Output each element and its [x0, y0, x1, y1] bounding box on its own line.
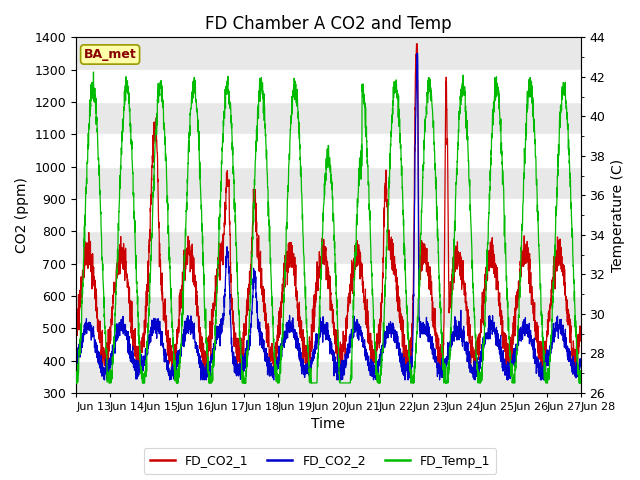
- Title: FD Chamber A CO2 and Temp: FD Chamber A CO2 and Temp: [205, 15, 452, 33]
- Y-axis label: CO2 (ppm): CO2 (ppm): [15, 177, 29, 253]
- Bar: [76, 296, 580, 328]
- Bar: [76, 167, 580, 199]
- Bar: [76, 231, 580, 264]
- Text: BA_met: BA_met: [84, 48, 136, 61]
- X-axis label: Time: Time: [311, 418, 346, 432]
- Bar: [76, 360, 580, 393]
- Y-axis label: Temperature (C): Temperature (C): [611, 158, 625, 272]
- Bar: [76, 37, 580, 70]
- Legend: FD_CO2_1, FD_CO2_2, FD_Temp_1: FD_CO2_1, FD_CO2_2, FD_Temp_1: [143, 448, 497, 474]
- Bar: [76, 102, 580, 134]
